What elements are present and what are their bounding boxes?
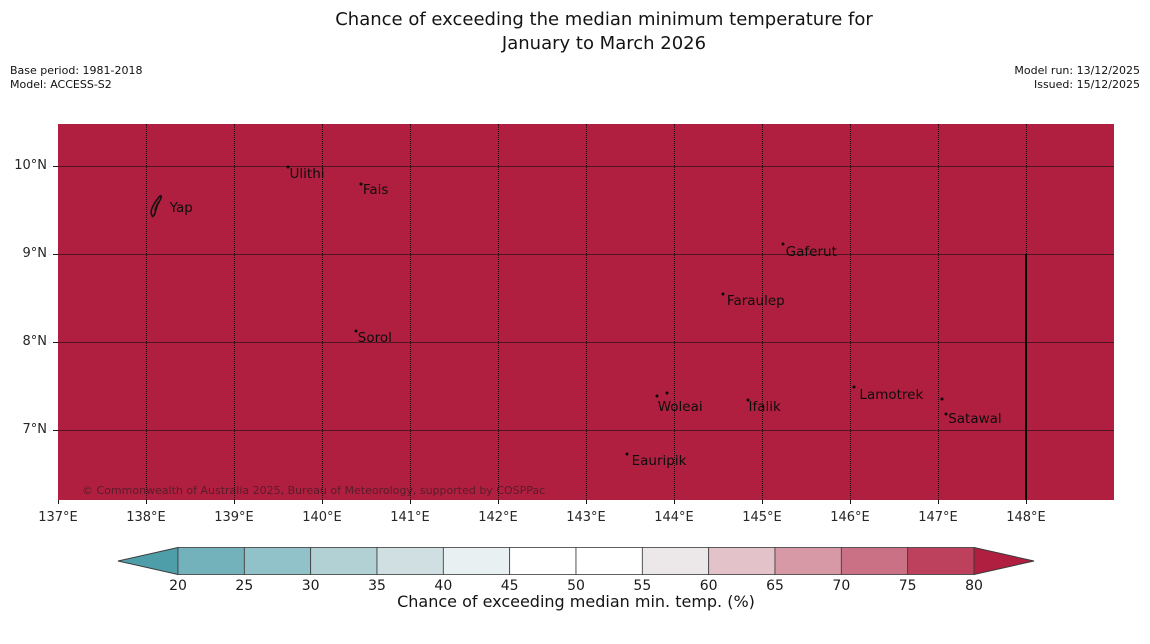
lon-gridline (146, 124, 147, 500)
island-label-fais: Fais (362, 181, 389, 198)
model-run-text: Model run: 13/12/2025 (1014, 64, 1140, 77)
lat-gridline (58, 254, 1114, 256)
lon-tick-mark (674, 500, 675, 504)
copyright-text: © Commonwealth of Australia 2025, Bureau… (82, 484, 546, 497)
colorbar-tick-label: 70 (832, 578, 851, 594)
lat-tick-label: 7°N (22, 422, 48, 438)
island-marker-dot (359, 182, 363, 186)
lon-tick-label: 145°E (742, 510, 782, 525)
island-label-sorol: Sorol (357, 329, 392, 346)
lon-gridline (410, 124, 411, 500)
colorbar-tick-label: 20 (169, 578, 187, 594)
lat-tick-mark (53, 342, 58, 344)
chart-title-line2: January to March 2026 (501, 33, 707, 54)
colorbar-label: Chance of exceeding median min. temp. (%… (397, 592, 755, 611)
island-label-satawal: Satawal (948, 410, 1002, 427)
model-text: Model: ACCESS-S2 (10, 77, 112, 91)
lon-tick-label: 139°E (214, 510, 254, 525)
lon-gridline (498, 124, 499, 500)
lon-tick-label: 148°E (1006, 510, 1046, 525)
map-canvas: © Commonwealth of Australia 2025, Bureau… (58, 124, 1114, 500)
chart-title-line1: Chance of exceeding the median minimum t… (335, 9, 873, 30)
lon-tick-label: 143°E (566, 510, 606, 525)
state-boundary-line (1024, 254, 1027, 500)
lon-tick-label: 141°E (390, 510, 430, 525)
lon-tick-mark (850, 500, 851, 504)
lon-gridline (322, 124, 323, 500)
lon-tick-label: 137°E (38, 510, 78, 525)
base-period-text: Base period: 1981-2018 (10, 64, 143, 77)
lon-tick-label: 140°E (302, 510, 342, 525)
island-label-lamotrek: Lamotrek (859, 387, 924, 404)
island-label-woleai: Woleai (657, 398, 703, 415)
lat-tick-label: 10°N (14, 158, 47, 174)
island-marker-dot (625, 452, 629, 456)
lat-tick-mark (53, 430, 58, 432)
lon-tick-label: 138°E (126, 510, 166, 525)
island-marker-dot (721, 292, 725, 296)
lon-gridline (938, 124, 939, 500)
island-marker-dot (852, 385, 856, 389)
lon-gridline (234, 124, 235, 500)
lon-gridline (762, 124, 763, 500)
lon-gridline (850, 124, 851, 500)
meta-right: Model run: 13/12/2025 Issued: 15/12/2025 (1014, 64, 1140, 91)
colorbar-tick-label: 50 (567, 578, 585, 594)
colorbar (117, 546, 1035, 576)
colorbar-tick-label: 80 (965, 578, 983, 594)
island-marker-dot (665, 391, 669, 395)
meta-left: Base period: 1981-2018 Model: ACCESS-S2 (10, 64, 142, 91)
colorbar-tick-label: 45 (500, 578, 519, 594)
island-label-eauripik: Eauripik (631, 453, 687, 470)
island-marker-dot (655, 394, 659, 398)
colorbar-tick-label: 75 (898, 578, 917, 594)
island-marker-dot (354, 329, 358, 333)
yap-island-outline-icon (147, 194, 164, 223)
lon-tick-mark (498, 500, 499, 504)
lon-tick-mark (586, 500, 587, 504)
colorbar-tick-label: 35 (368, 578, 386, 594)
colorbar-tick-label: 40 (434, 578, 453, 594)
chart-title: Chance of exceeding the median minimum t… (58, 8, 1150, 56)
colorbar-tick-label: 25 (235, 578, 254, 594)
island-label-ulithi: Ulithi (289, 165, 325, 182)
lon-tick-mark (762, 500, 763, 504)
island-marker-dot (781, 242, 785, 246)
lon-tick-label: 144°E (654, 510, 694, 525)
lat-tick-mark (53, 166, 58, 168)
issued-text: Issued: 15/12/2025 (1033, 77, 1140, 91)
lat-gridline (58, 342, 1114, 344)
colorbar-tick-label: 60 (699, 578, 718, 594)
lon-gridline (674, 124, 675, 500)
lon-tick-mark (322, 500, 323, 504)
lat-gridline (58, 430, 1114, 432)
lon-tick-label: 147°E (918, 510, 958, 525)
island-label-faraulep: Faraulep (726, 292, 785, 309)
lon-gridline (586, 124, 587, 500)
colorbar-tick-label: 55 (633, 578, 652, 594)
lon-tick-label: 142°E (478, 510, 518, 525)
lon-tick-mark (58, 500, 59, 504)
island-marker-dot (944, 412, 948, 416)
lon-tick-mark (146, 500, 147, 504)
lat-tick-label: 8°N (22, 334, 48, 350)
lon-tick-mark (410, 500, 411, 504)
lat-tick-mark (53, 254, 58, 256)
colorbar-tick-label: 65 (766, 578, 784, 594)
lon-tick-label: 146°E (830, 510, 870, 525)
lat-gridline (58, 166, 1114, 168)
lon-tick-mark (938, 500, 939, 504)
colorbar-tick-label: 30 (301, 578, 320, 594)
lon-tick-mark (234, 500, 235, 504)
lat-tick-label: 9°N (22, 246, 48, 262)
island-marker-dot (746, 398, 750, 402)
island-label-yap: Yap (169, 200, 193, 217)
colorbar-svg (117, 546, 1035, 576)
island-label-ifalik: Ifalik (748, 399, 781, 416)
island-marker-dot (940, 397, 944, 401)
island-marker-dot (286, 165, 290, 169)
lon-tick-mark (1026, 500, 1027, 504)
island-label-gaferut: Gaferut (785, 243, 837, 260)
